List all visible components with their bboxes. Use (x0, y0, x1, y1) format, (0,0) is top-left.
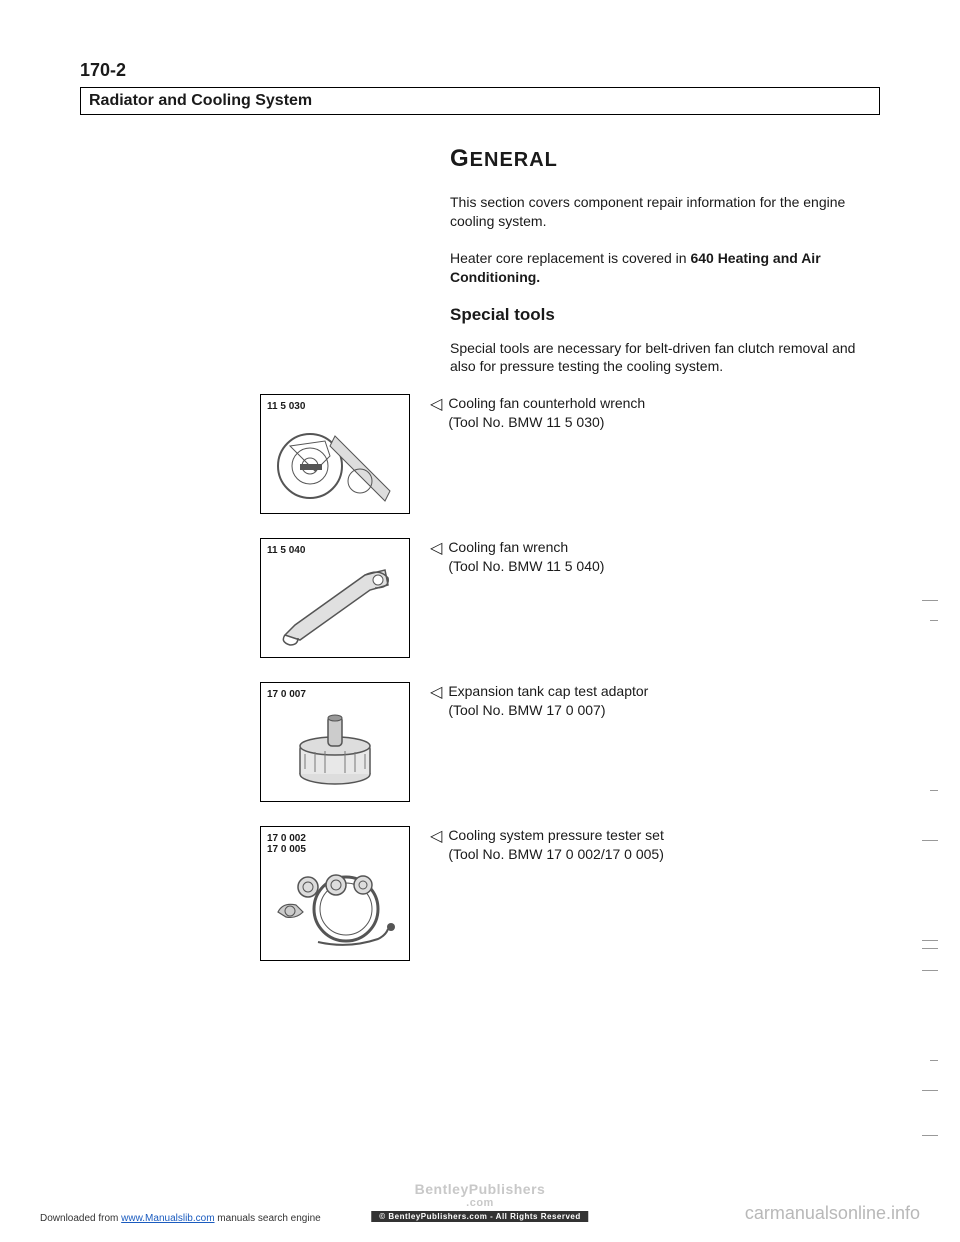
manualslib-link[interactable]: www.Manualslib.com (121, 1213, 214, 1224)
tool-name: Cooling fan counterhold wrench (448, 395, 645, 411)
heading-rest: ENERAL (470, 149, 558, 171)
special-tools-heading: Special tools (450, 305, 880, 325)
figure-label: 11 5 030 (267, 401, 403, 412)
footer-center-watermark: BentleyPublishers .com © BentleyPublishe… (371, 1181, 588, 1222)
figure-label-2: 17 0 005 (267, 844, 403, 855)
tool-row: 11 5 040 ▷ Cooling fan wrench (Tool No. … (80, 538, 910, 658)
publisher-domain: .com (371, 1197, 588, 1209)
footer-left: Downloaded from www.Manualslib.com manua… (40, 1213, 321, 1224)
tool-description: Cooling system pressure tester set (Tool… (448, 826, 664, 864)
figure-box: 17 0 002 17 0 005 (260, 826, 410, 961)
tool-text: ▷ Cooling fan wrench (Tool No. BMW 11 5 … (430, 538, 910, 576)
tool-number: (Tool No. BMW 17 0 007) (448, 702, 605, 718)
tool-description: Expansion tank cap test adaptor (Tool No… (448, 682, 648, 720)
footer-left-post: manuals search engine (215, 1213, 321, 1224)
tool-text: ▷ Cooling system pressure tester set (To… (430, 826, 910, 864)
tool-number: (Tool No. BMW 17 0 002/17 0 005) (448, 846, 664, 862)
special-tools-intro: Special tools are necessary for belt-dri… (450, 339, 880, 377)
figure-label: 11 5 040 (267, 545, 403, 556)
tool-description: Cooling fan wrench (Tool No. BMW 11 5 04… (448, 538, 604, 576)
figure-label: 17 0 007 (267, 689, 403, 700)
figure-illustration (267, 415, 403, 507)
heading-first-letter: G (450, 145, 470, 172)
tool-number: (Tool No. BMW 11 5 030) (448, 414, 604, 430)
figure-illustration (267, 855, 403, 954)
general-heading: GENERAL (450, 145, 880, 173)
footer-left-pre: Downloaded from (40, 1213, 121, 1224)
tool-name: Cooling fan wrench (448, 539, 568, 555)
tool-text: ▷ Expansion tank cap test adaptor (Tool … (430, 682, 910, 720)
figure-box: 11 5 030 (260, 394, 410, 514)
footer-right-watermark: carmanualsonline.info (745, 1203, 920, 1224)
heater-pre: Heater core replacement is covered in (450, 250, 690, 266)
tool-text: ▷ Cooling fan counterhold wrench (Tool N… (430, 394, 910, 432)
content-area: GENERAL This section covers component re… (80, 145, 910, 985)
tool-description: Cooling fan counterhold wrench (Tool No.… (448, 394, 645, 432)
pointer-icon: ▷ (430, 538, 442, 558)
heater-para: Heater core replacement is covered in 64… (450, 249, 880, 287)
page-number: 170-2 (80, 60, 910, 81)
page-edge-marks (926, 560, 938, 1140)
pointer-icon: ▷ (430, 394, 442, 414)
general-block: GENERAL This section covers component re… (450, 145, 880, 394)
general-intro: This section covers component repair inf… (450, 193, 880, 231)
tool-number: (Tool No. BMW 11 5 040) (448, 558, 604, 574)
pointer-icon: ▷ (430, 826, 442, 846)
tool-row: 11 5 030 ▷ Cooling fan counterhold wrenc… (80, 394, 910, 514)
tool-name: Cooling system pressure tester set (448, 827, 664, 843)
copyright-text: © BentleyPublishers.com - All Rights Res… (371, 1211, 588, 1222)
figure-box: 17 0 007 (260, 682, 410, 802)
figure-illustration (267, 703, 403, 795)
figure-illustration (267, 559, 403, 651)
section-title-bar: Radiator and Cooling System (80, 87, 880, 115)
figure-box: 11 5 040 (260, 538, 410, 658)
publisher-name: BentleyPublishers (415, 1181, 546, 1197)
tool-row: 17 0 002 17 0 005 (80, 826, 910, 961)
pointer-icon: ▷ (430, 682, 442, 702)
tool-row: 17 0 007 ▷ Expansion tank cap test adapt… (80, 682, 910, 802)
figure-label: 17 0 002 (267, 833, 403, 844)
tool-name: Expansion tank cap test adaptor (448, 683, 648, 699)
